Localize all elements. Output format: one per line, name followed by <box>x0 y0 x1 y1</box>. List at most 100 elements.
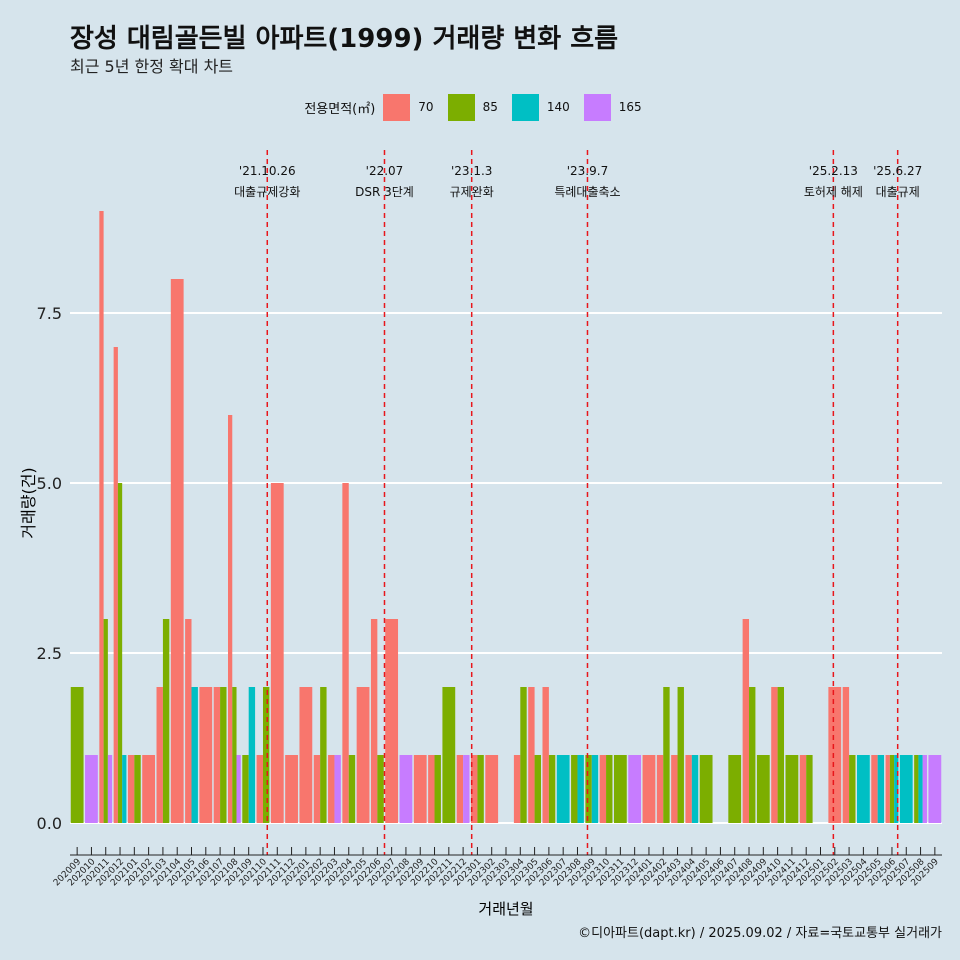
event-label: DSR 3단계 <box>355 185 414 199</box>
bar-140-202505 <box>877 755 885 823</box>
bar-70-202408 <box>742 619 750 823</box>
bar-70-202110 <box>256 755 263 823</box>
legend-label-140: 140 <box>546 100 570 114</box>
bar-85-202411 <box>785 755 799 823</box>
bar-85-202306 <box>548 755 556 823</box>
bar-70-202302 <box>485 755 499 823</box>
bar-140-202404 <box>691 755 699 823</box>
bar-85-202308 <box>571 755 578 823</box>
chart-title: 장성 대림골든빌 아파트(1999) 거래량 변화 흐름 <box>70 24 619 54</box>
bar-140-202012 <box>122 755 127 823</box>
bar-70-202410 <box>771 687 778 823</box>
bar-70-202202 <box>313 755 321 823</box>
bar-70-202205 <box>356 687 370 823</box>
bar-165-202312 <box>628 755 642 823</box>
bar-70-202404 <box>685 755 692 823</box>
y-axis: 0.0 2.5 5.0 7.5 <box>37 304 62 833</box>
bar-70-202401 <box>642 755 656 823</box>
bar-85-202403 <box>677 687 684 823</box>
bar-70-202310 <box>599 755 607 823</box>
bar-70-202105 <box>185 619 192 823</box>
bar-70-202201 <box>299 687 313 823</box>
bar-165-202108 <box>236 755 241 823</box>
chart-subtitle: 최근 5년 한정 확대 차트 <box>70 57 234 76</box>
bar-85-202210 <box>434 755 441 823</box>
bar-70-202204 <box>342 483 349 823</box>
bars <box>70 211 942 823</box>
bar-85-202405 <box>699 755 713 823</box>
bar-85-202011 <box>103 619 108 823</box>
event-date: '23.1.3 <box>451 164 492 178</box>
bar-85-202412 <box>806 755 813 823</box>
y-tick-label: 0.0 <box>37 814 62 833</box>
legend-swatch-140 <box>511 93 539 121</box>
bar-140-202504 <box>856 755 870 823</box>
event-label: 토허제 해제 <box>804 185 863 199</box>
bar-140-202308 <box>577 755 584 823</box>
bar-85-202508 <box>914 755 919 823</box>
bar-165-202203 <box>334 755 341 823</box>
bar-70-202210 <box>428 755 435 823</box>
bar-70-202304 <box>513 755 521 823</box>
y-tick-label: 2.5 <box>37 644 62 663</box>
bar-70-202206 <box>370 619 378 823</box>
y-tick-label: 5.0 <box>37 474 62 493</box>
bar-85-202410 <box>777 687 785 823</box>
bar-85-202409 <box>756 755 770 823</box>
bar-70-202502 <box>828 687 842 823</box>
bar-85-202103 <box>162 619 170 823</box>
bar-70-202012 <box>113 347 118 823</box>
legend-item-140: 140 <box>511 93 570 121</box>
bar-85-202304 <box>520 687 527 823</box>
bar-85-202107 <box>220 687 227 823</box>
event-label: 대출규제강화 <box>234 185 300 199</box>
bar-140-202109 <box>248 687 256 823</box>
bar-70-202306 <box>542 687 549 823</box>
legend-title: 전용면적(㎡) <box>304 101 376 117</box>
bar-140-202105 <box>191 687 198 823</box>
event-date: '23.9.7 <box>567 164 608 178</box>
bar-85-202211 <box>442 687 456 823</box>
bar-70-202111 <box>270 483 284 823</box>
bar-70-202412 <box>799 755 807 823</box>
bar-70-202112 <box>285 755 298 823</box>
legend-item-70: 70 <box>383 93 434 121</box>
bar-165-202212 <box>463 755 470 823</box>
legend-item-85: 85 <box>447 93 498 121</box>
bar-140-202309 <box>591 755 599 823</box>
bar-85-202402 <box>663 687 670 823</box>
bar-165-202509 <box>928 755 942 823</box>
bar-165-202011 <box>107 755 113 823</box>
bar-85-202305 <box>534 755 541 823</box>
bar-140-202508 <box>918 755 923 823</box>
bar-70-202212 <box>456 755 464 823</box>
bar-70-202209 <box>413 755 427 823</box>
event-lines: '21.10.26 대출규제강화 '22.07 DSR 3단계 '23.1.3 규제완화 '… <box>234 150 922 855</box>
bar-70-202101 <box>127 755 135 823</box>
legend-swatch-70 <box>383 93 411 121</box>
x-axis-label: 거래년월 <box>478 900 533 918</box>
event-date: '22.07 <box>366 164 404 178</box>
bar-85-202503 <box>849 755 856 823</box>
bar-70-202203 <box>328 755 335 823</box>
event-label: 대출규제 <box>876 185 920 199</box>
legend-swatch-85 <box>447 93 475 121</box>
y-axis-label: 거래량(건) <box>19 467 38 538</box>
bar-70-202106 <box>199 687 213 823</box>
legend-item-165: 165 <box>583 93 642 121</box>
bar-165-202208 <box>399 755 413 823</box>
bar-165-202508 <box>922 755 927 823</box>
event-date: '21.10.26 <box>239 164 296 178</box>
bar-85-202301 <box>477 755 484 823</box>
x-axis: 2020092020102020112020122021012021022021… <box>52 847 942 888</box>
bar-70-202503 <box>842 687 850 823</box>
bar-140-202307 <box>556 755 570 823</box>
bar-85-202009 <box>70 687 84 823</box>
bar-70-202108 <box>227 415 233 823</box>
bar-85-202408 <box>749 687 756 823</box>
bar-140-202506 <box>894 755 899 823</box>
bar-70-202403 <box>671 755 678 823</box>
bar-70-202506 <box>885 755 890 823</box>
bar-85-202407 <box>728 755 742 823</box>
